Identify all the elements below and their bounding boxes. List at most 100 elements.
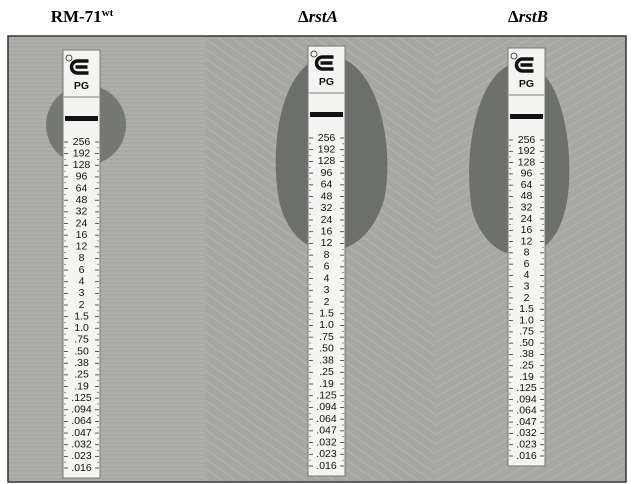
scale-label: 1.0	[74, 322, 89, 334]
scale-label: 24	[321, 214, 333, 226]
scale-label: .047	[316, 425, 337, 437]
scale-label: 48	[521, 190, 533, 202]
scale-label: 2	[324, 296, 330, 308]
strain-name: rstA	[309, 7, 338, 26]
scale-label: .50	[319, 343, 334, 355]
scale-label: 12	[76, 241, 88, 253]
black-bar	[310, 112, 343, 117]
scale-label: .016	[316, 460, 337, 472]
scale-label: 1.5	[74, 310, 89, 322]
scale-label: .25	[519, 359, 534, 371]
scale-label: 24	[521, 213, 533, 225]
scale-label: .023	[71, 450, 92, 462]
scale-label: .094	[316, 401, 337, 413]
scale-label: 256	[73, 136, 91, 148]
scale-label: 24	[76, 217, 88, 229]
scale-label: 32	[76, 206, 88, 218]
scale-label: 4	[524, 269, 530, 281]
delta: Δ	[298, 7, 309, 26]
scale-label: 64	[76, 182, 88, 194]
scale-label: 32	[521, 201, 533, 213]
scale-label: 16	[521, 224, 533, 236]
scale-label: 3	[524, 280, 530, 292]
strain-name: RM-71	[51, 7, 102, 26]
scale-label: 256	[518, 134, 536, 146]
scale-label: .38	[519, 348, 534, 360]
scale-label: 16	[321, 225, 333, 237]
scale-label: .50	[74, 345, 89, 357]
scale-label: 8	[79, 252, 85, 264]
strip-code: PG	[519, 78, 534, 90]
scale-label: 6	[79, 264, 85, 276]
scale-label: .047	[516, 416, 537, 428]
scale-label: .016	[71, 462, 92, 474]
scale-label: 2	[79, 299, 85, 311]
scale-label: .75	[519, 326, 534, 338]
scale-label: .023	[316, 448, 337, 460]
strip-code: PG	[319, 76, 334, 88]
scale-label: 1.0	[319, 319, 334, 331]
scale-label: 4	[324, 272, 330, 284]
scale-label: .032	[71, 438, 92, 450]
black-bar	[510, 114, 543, 119]
scale-label: .50	[519, 337, 534, 349]
scale-label: 8	[324, 249, 330, 261]
superscript: wt	[102, 7, 114, 19]
delta: Δ	[508, 7, 519, 26]
scale-label: .064	[316, 413, 337, 425]
scale-label: 6	[524, 258, 530, 270]
scale-label: 2	[524, 292, 530, 304]
scale-label: .064	[516, 405, 537, 417]
strip-code: PG	[74, 80, 89, 92]
scale-label: .125	[71, 392, 92, 404]
scale-label: .125	[316, 389, 337, 401]
scale-label: 128	[318, 155, 336, 167]
scale-label: 16	[76, 229, 88, 241]
scale-label: 1.5	[519, 303, 534, 315]
scale-label: 64	[521, 179, 533, 191]
scale-label: 32	[321, 202, 333, 214]
scale-label: .19	[319, 378, 334, 390]
black-bar	[65, 116, 98, 121]
scale-label: 256	[318, 132, 336, 144]
scale-label: .032	[516, 427, 537, 439]
scale-label: .38	[74, 357, 89, 369]
scale-label: 96	[76, 171, 88, 183]
strain-name: rstB	[519, 7, 548, 26]
scale-label: 96	[321, 167, 333, 179]
scale-label: .25	[319, 366, 334, 378]
scale-label: 12	[321, 237, 333, 249]
scale-label: .19	[519, 371, 534, 383]
scale-label: 1.0	[519, 314, 534, 326]
scale-label: 96	[521, 168, 533, 180]
etest-strip: PG25619212896644832241612864321.51.0.75.…	[308, 46, 345, 476]
scale-label: 192	[73, 147, 91, 159]
panel-label: ΔrstA	[298, 7, 338, 26]
scale-label: 192	[318, 143, 336, 155]
etest-strip: PG25619212896644832241612864321.51.0.75.…	[508, 48, 545, 466]
scale-label: 6	[324, 261, 330, 273]
scale-label: .047	[71, 427, 92, 439]
scale-label: .19	[74, 380, 89, 392]
scale-label: 3	[324, 284, 330, 296]
scale-label: 3	[79, 287, 85, 299]
scale-label: .75	[74, 334, 89, 346]
panel-label: ΔrstB	[508, 7, 548, 26]
scale-label: 192	[518, 145, 536, 157]
scale-label: 48	[321, 190, 333, 202]
etest-strip: PG25619212896644832241612864321.51.0.75.…	[63, 50, 100, 478]
scale-label: .032	[316, 436, 337, 448]
scale-label: 1.5	[319, 307, 334, 319]
scale-label: 64	[321, 179, 333, 191]
scale-label: .75	[319, 331, 334, 343]
scale-label: 128	[73, 159, 91, 171]
scale-label: .094	[71, 404, 92, 416]
scale-label: .38	[319, 354, 334, 366]
panel-label: RM-71wt	[51, 7, 114, 26]
scale-label: .023	[516, 438, 537, 450]
scale-label: 48	[76, 194, 88, 206]
scale-label: .094	[516, 393, 537, 405]
scale-label: .125	[516, 382, 537, 394]
scale-label: 8	[524, 247, 530, 259]
